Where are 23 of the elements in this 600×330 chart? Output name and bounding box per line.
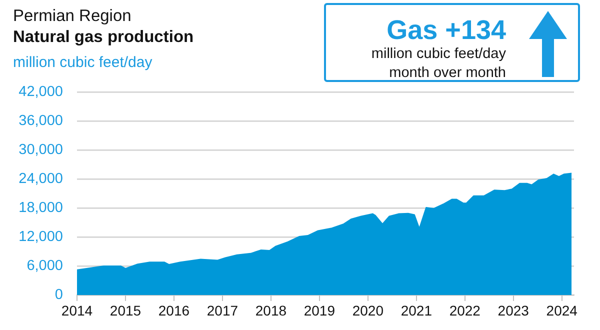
x-tick-label: 2018: [255, 302, 287, 318]
y-tick-label: 12,000: [18, 229, 63, 245]
x-tick-label: 2019: [304, 302, 336, 318]
x-tick-label: 2020: [352, 302, 384, 318]
y-tick-label: 30,000: [18, 142, 63, 158]
x-tick-label: 2017: [206, 302, 238, 318]
x-tick-label: 2023: [498, 302, 530, 318]
y-tick-label: 18,000: [18, 200, 63, 216]
x-tick-label: 2024: [546, 302, 578, 318]
chart-title: Permian Region: [13, 7, 132, 26]
x-tick-label: 2016: [158, 302, 190, 318]
x-tick-label: 2021: [400, 302, 432, 318]
x-tick-label: 2015: [110, 302, 142, 318]
y-tick-label: 24,000: [18, 171, 63, 187]
x-tick-label: 2014: [61, 302, 93, 318]
callout-box: Gas +134 million cubic feet/day month over month: [324, 3, 580, 82]
y-tick-label: 0: [54, 287, 63, 303]
y-tick-label: 36,000: [18, 113, 63, 129]
x-tick-label: 2022: [449, 302, 481, 318]
y-axis-title: million cubic feet/day: [13, 54, 152, 71]
y-tick-label: 6,000: [26, 258, 63, 274]
y-tick-label: 42,000: [18, 84, 63, 100]
chart-subtitle: Natural gas production: [13, 28, 194, 47]
